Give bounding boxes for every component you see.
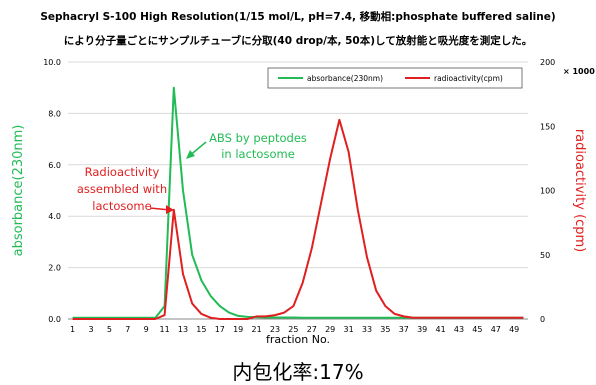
x-tick-label: 49 [509, 325, 519, 334]
y2-tick-label: 150 [540, 122, 555, 131]
annotation-radio-arrowhead [166, 205, 174, 214]
x-tick-label: 25 [288, 325, 298, 334]
x-tick-label: 17 [215, 325, 225, 334]
x-tick-label: 39 [417, 325, 427, 334]
y-tick-label: 4.0 [48, 212, 61, 221]
x-tick-label: 21 [252, 325, 262, 334]
x-tick-label: 13 [178, 325, 188, 334]
y-tick-label: 0.0 [48, 315, 61, 324]
x-tick-label: 29 [325, 325, 335, 334]
y2-tick-label: 0 [540, 315, 545, 324]
right-axis-unit: × 1000 [563, 67, 595, 76]
annotation-radio-text: Radioactivity [85, 165, 160, 179]
x-tick-label: 41 [436, 325, 446, 334]
x-tick-label: 33 [362, 325, 372, 334]
legend-box [267, 67, 523, 89]
annotation-abs-text: ABS by peptodes [209, 131, 307, 145]
y-tick-label: 8.0 [48, 109, 61, 118]
x-tick-label: 23 [270, 325, 280, 334]
y-axis-title: absorbance(230nm) [11, 125, 26, 257]
x-tick-label: 37 [399, 325, 409, 334]
x-tick-label: 9 [144, 325, 149, 334]
annotation-radio-text: lactosome [92, 199, 151, 213]
y-tick-label: 2.0 [48, 264, 61, 273]
x-tick-label: 43 [454, 325, 464, 334]
series-line-radioactivity [72, 118, 524, 320]
x-tick-label: 5 [107, 325, 112, 334]
y-tick-label: 10.0 [43, 58, 61, 67]
x-tick-label: 35 [380, 325, 390, 334]
x-tick-label: 31 [344, 325, 354, 334]
y-tick-label: 6.0 [48, 161, 61, 170]
x-tick-label: 15 [196, 325, 206, 334]
y2-tick-label: 200 [540, 58, 555, 67]
y2-tick-label: 100 [540, 187, 555, 196]
x-tick-label: 11 [160, 325, 170, 334]
x-tick-label: 3 [88, 325, 93, 334]
x-tick-label: 19 [233, 325, 243, 334]
encapsulation-rate-text: 内包化率:17% [232, 360, 364, 384]
caption-line-2: により分子量ごとにサンプルチューブに分取(40 drop/本, 50本)して放射… [63, 35, 533, 47]
x-tick-label: 1 [70, 325, 75, 334]
caption-line-1: Sephacryl S-100 High Resolution(1/15 mol… [40, 11, 556, 23]
annotation-abs-text: in lactosome [221, 147, 295, 161]
x-tick-label: 47 [491, 325, 501, 334]
legend-label: absorbance(230nm) [307, 74, 383, 83]
legend-label: radioactivity(cpm) [434, 74, 503, 83]
x-tick-label: 45 [472, 325, 482, 334]
y2-axis-title: radioactivity (cpm) [572, 129, 587, 252]
x-axis-title: fraction No. [266, 333, 330, 346]
x-tick-label: 27 [307, 325, 317, 334]
y2-tick-label: 50 [540, 251, 550, 260]
annotation-abs-arrowhead [186, 150, 195, 159]
x-tick-label: 7 [125, 325, 130, 334]
annotation-radio-text: assembled with [77, 182, 167, 196]
